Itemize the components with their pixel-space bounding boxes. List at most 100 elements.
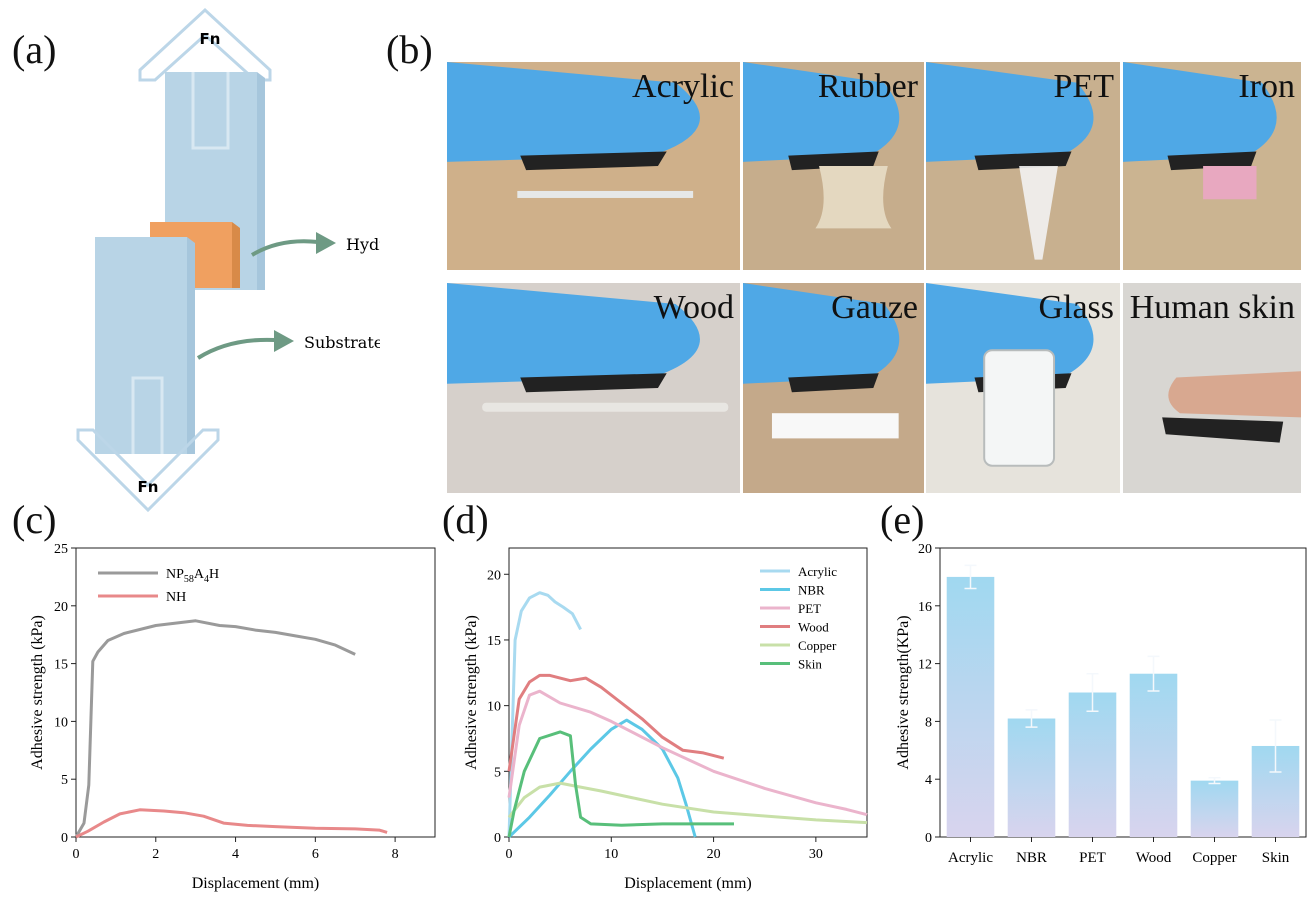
bar-wood — [1129, 673, 1178, 837]
chart-d: 0 10 20 30 0 5 10 15 20 Displacement (mm) Adhesive… — [463, 547, 868, 892]
plot-frame — [939, 547, 1307, 838]
x-tick-label: Copper — [1192, 850, 1236, 866]
hydrogel-sample — [974, 151, 1072, 171]
hydrogel-sample — [520, 373, 667, 393]
substrate-object — [983, 349, 1056, 467]
y-tick-label: 0 — [494, 831, 501, 846]
y-tick-label: 4 — [925, 773, 932, 788]
photo-wood: Wood — [447, 283, 740, 493]
chart-e: 0 4 8 12 16 20 Acrylic NBR PET Wood Copper Skin Adhe… — [895, 542, 1307, 866]
force-label-bottom: Fn — [138, 478, 159, 496]
hydrogel-sample — [1167, 151, 1257, 171]
legend-label-wood: Wood — [798, 620, 829, 635]
y-tick-label: 10 — [487, 700, 501, 715]
y-tick-label: 10 — [54, 715, 68, 730]
substrate-object — [517, 190, 694, 198]
hydrogel-sample — [788, 151, 879, 171]
bottom-plate — [95, 237, 187, 454]
legend-label-nh: NH — [166, 590, 186, 605]
substrate-object — [1019, 166, 1058, 260]
error-bar-nbr — [1025, 709, 1038, 728]
photo-label: Glass — [1038, 289, 1114, 326]
photo-label: Acrylic — [632, 68, 734, 105]
panel-label-c: (c) — [12, 497, 57, 542]
y-axis-label: Adhesive strength (kPa) — [463, 615, 480, 770]
photo-illustration — [926, 283, 1094, 467]
bar-pet — [1068, 692, 1117, 837]
legend-label-copper: Copper — [798, 638, 837, 653]
hydrogel-sample — [1162, 417, 1284, 443]
y-tick-label: 16 — [918, 600, 932, 615]
legend-label-pet: PET — [798, 601, 821, 616]
y-axis-label: Adhesive strength(KPa) — [895, 615, 912, 769]
panel-label-e: (e) — [880, 497, 925, 542]
plot-frame — [508, 547, 868, 838]
y-tick-label: 12 — [918, 658, 932, 673]
photo-label: Gauze — [831, 289, 918, 326]
photo-human-skin: Human skin — [1123, 283, 1301, 493]
legend-label-nbr: NBR — [798, 583, 825, 598]
substrate-object — [482, 402, 729, 412]
substrate-label: Substrate — [304, 333, 380, 352]
photo-label: Rubber — [817, 68, 918, 105]
y-tick-label: 15 — [54, 658, 68, 673]
chart-c: 0 2 4 6 8 0 5 10 15 20 25 Displacement (mm) Adhesive… — [29, 542, 436, 892]
photo-illustration — [743, 62, 900, 229]
error-bar-pet — [1086, 672, 1099, 713]
x-axis-label: Displacement (mm) — [192, 875, 320, 892]
photo-label: Wood — [653, 289, 734, 326]
x-tick-label: 20 — [707, 847, 721, 862]
gloved-finger — [743, 62, 900, 162]
y-tick-label: 5 — [494, 765, 501, 780]
y-tick-label: 25 — [54, 542, 68, 557]
y-tick-label: 20 — [487, 568, 501, 583]
force-label-top: Fn — [200, 30, 221, 48]
photo-illustration — [743, 283, 900, 439]
gloved-finger — [1123, 62, 1277, 162]
x-tick-label: Skin — [1262, 850, 1290, 866]
error-bar-skin — [1269, 719, 1282, 773]
series-line-acrylic — [507, 591, 582, 838]
bar-nbr — [1007, 718, 1056, 837]
y-tick-label: 8 — [925, 715, 932, 730]
error-bar-acrylic — [964, 564, 977, 590]
series-line-nh — [75, 808, 388, 839]
photo-rubber: Rubber — [743, 62, 924, 270]
gloved-finger — [447, 62, 700, 162]
x-tick-label: 8 — [392, 847, 399, 862]
y-tick-label: 20 — [54, 600, 68, 615]
x-tick-label: 0 — [73, 847, 80, 862]
photo-label: Human skin — [1129, 289, 1295, 326]
substrate-object — [1203, 166, 1257, 200]
x-tick-label: NBR — [1016, 850, 1047, 866]
hydrogel-sample — [520, 151, 667, 171]
photo-illustration — [1162, 371, 1301, 443]
plot-frame — [75, 547, 436, 838]
x-tick-label: Wood — [1136, 850, 1172, 866]
lap-shear-schematic: Fn Fn Hydrogel Substrate — [76, 7, 380, 513]
bar-acrylic — [946, 576, 995, 837]
y-tick-label: 5 — [61, 773, 68, 788]
legend-label-np58a4h: NP58A4H — [166, 567, 219, 585]
substrate-object — [771, 413, 899, 439]
substrate-callout-arrow — [196, 337, 276, 360]
y-tick-label: 20 — [918, 542, 932, 557]
x-tick-label: 0 — [506, 847, 513, 862]
series-line-np58a4h — [74, 619, 356, 838]
hydrogel-callout-arrow — [250, 239, 319, 257]
x-axis-label: Displacement (mm) — [624, 875, 752, 892]
photo-acrylic: Acrylic — [447, 62, 740, 270]
gloved-finger — [926, 62, 1094, 162]
x-tick-label: 6 — [312, 847, 319, 862]
series-line-copper — [507, 781, 868, 825]
hydrogel-label: Hydrogel — [346, 235, 380, 254]
finger — [1168, 371, 1301, 418]
legend-label-acrylic: Acrylic — [798, 564, 837, 579]
photo-iron: Iron — [1123, 62, 1301, 270]
panel-label-a: (a) — [12, 27, 57, 72]
bottom-force-arrow — [76, 428, 220, 513]
y-tick-label: 15 — [487, 634, 501, 649]
series-line-wood — [507, 673, 725, 772]
photo-gauze: Gauze — [743, 283, 924, 493]
gloved-finger — [743, 283, 900, 384]
